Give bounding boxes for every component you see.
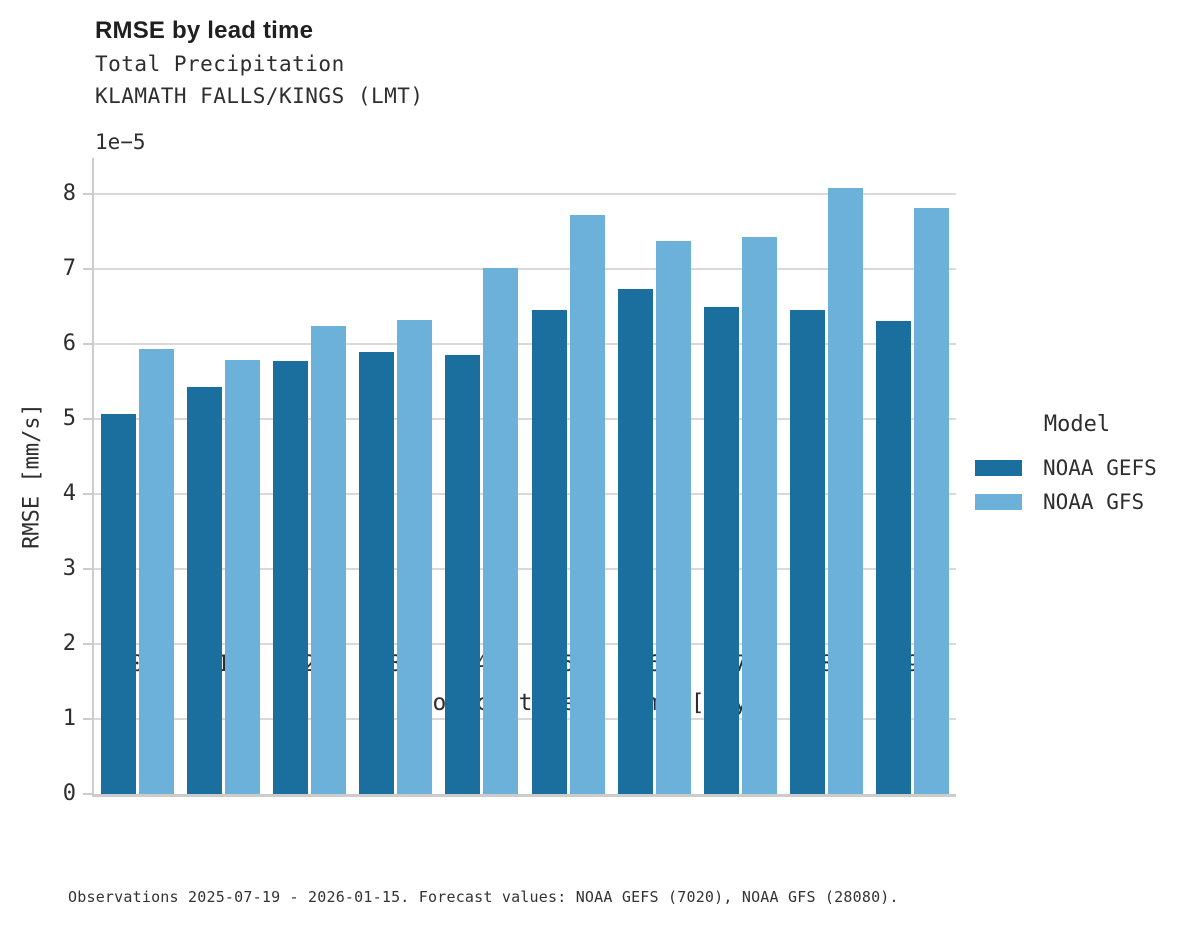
bar-noaa-gefs-day-9 bbox=[876, 320, 912, 794]
bar-noaa-gefs-day-3 bbox=[359, 352, 395, 794]
bar-noaa-gfs-day-4 bbox=[483, 267, 519, 794]
y-tick-label-5: 5 bbox=[62, 406, 76, 431]
gridline-y-7 bbox=[94, 268, 956, 270]
legend-label-gefs: NOAA GEFS bbox=[1043, 456, 1157, 480]
gridline-y-1 bbox=[94, 718, 956, 720]
y-tick-mark-4 bbox=[83, 493, 92, 495]
y-tick-mark-8 bbox=[83, 193, 92, 195]
y-tick-mark-2 bbox=[83, 643, 92, 645]
chart-title: RMSE by lead time bbox=[95, 17, 314, 44]
bar-noaa-gefs-day-1 bbox=[186, 386, 222, 794]
legend-label-gfs: NOAA GFS bbox=[1043, 490, 1145, 514]
y-tick-mark-5 bbox=[83, 418, 92, 420]
bar-noaa-gfs-day-0 bbox=[138, 348, 174, 794]
legend: Model NOAA GEFS NOAA GFS bbox=[972, 412, 1182, 519]
x-axis-spine bbox=[92, 794, 956, 797]
y-tick-mark-7 bbox=[83, 268, 92, 270]
gridline-y-5 bbox=[94, 418, 956, 420]
footer-caption: Observations 2025-07-19 - 2026-01-15. Fo… bbox=[68, 888, 899, 906]
bar-noaa-gefs-day-2 bbox=[273, 361, 308, 794]
y-tick-label-2: 2 bbox=[62, 631, 76, 656]
bar-noaa-gefs-day-5 bbox=[531, 309, 567, 794]
bar-noaa-gefs-day-0 bbox=[100, 413, 136, 794]
y-tick-label-0: 0 bbox=[62, 781, 76, 806]
y-tick-label-1: 1 bbox=[62, 706, 76, 731]
bar-noaa-gfs-day-6 bbox=[655, 240, 691, 794]
legend-entry-gfs: NOAA GFS bbox=[972, 485, 1182, 519]
chart-subtitle-station: KLAMATH FALLS/KINGS (LMT) bbox=[95, 84, 424, 108]
y-axis-offset-label: 1e−5 bbox=[95, 130, 146, 154]
gridline-y-6 bbox=[94, 343, 956, 345]
legend-swatch-gfs bbox=[975, 494, 1022, 510]
y-tick-mark-1 bbox=[83, 718, 92, 720]
bar-noaa-gfs-day-1 bbox=[224, 359, 260, 794]
bar-noaa-gfs-day-2 bbox=[311, 326, 346, 794]
bar-noaa-gfs-day-7 bbox=[742, 236, 777, 794]
gridline-y-3 bbox=[94, 568, 956, 570]
y-tick-mark-3 bbox=[83, 568, 92, 570]
gridline-y-8 bbox=[94, 193, 956, 195]
y-tick-mark-0 bbox=[83, 793, 92, 795]
bar-noaa-gfs-day-9 bbox=[914, 208, 950, 794]
bar-noaa-gefs-day-8 bbox=[790, 309, 826, 794]
plot-area: 0 1 2 3 4 5 6 7 8 bbox=[63, 158, 956, 805]
bar-noaa-gefs-day-6 bbox=[617, 289, 653, 794]
y-tick-label-3: 3 bbox=[62, 556, 76, 581]
gridline-y-2 bbox=[94, 643, 956, 645]
bar-noaa-gfs-day-8 bbox=[828, 188, 864, 794]
y-axis-spine bbox=[92, 158, 94, 797]
y-tick-label-8: 8 bbox=[62, 181, 76, 206]
legend-title: Model bbox=[1043, 412, 1111, 437]
legend-swatch-gefs bbox=[975, 460, 1022, 476]
y-tick-label-4: 4 bbox=[62, 481, 76, 506]
y-tick-label-6: 6 bbox=[62, 331, 76, 356]
bar-noaa-gefs-day-7 bbox=[704, 306, 739, 794]
bar-noaa-gefs-day-4 bbox=[445, 354, 481, 794]
y-tick-label-7: 7 bbox=[62, 256, 76, 281]
bar-noaa-gfs-day-3 bbox=[397, 320, 433, 794]
y-tick-mark-6 bbox=[83, 343, 92, 345]
legend-entry-gefs: NOAA GEFS bbox=[972, 451, 1182, 485]
chart-subtitle-variable: Total Precipitation bbox=[95, 52, 345, 76]
bar-noaa-gfs-day-5 bbox=[569, 215, 605, 794]
gridline-y-4 bbox=[94, 493, 956, 495]
